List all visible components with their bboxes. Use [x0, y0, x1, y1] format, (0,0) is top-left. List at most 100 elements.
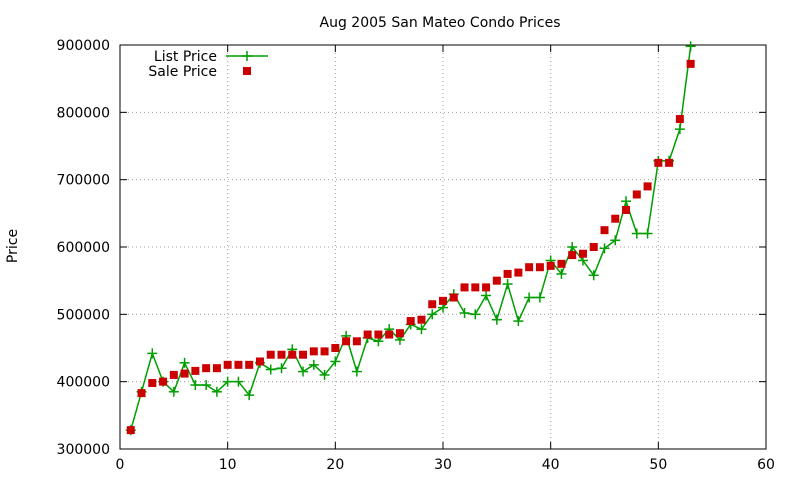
sale-price-point [449, 293, 458, 302]
y-tick-label: 900000 [57, 38, 110, 54]
sale-price-point [492, 276, 501, 285]
x-tick-label: 20 [326, 457, 344, 473]
x-tick-label: 10 [219, 457, 237, 473]
sale-price-point [126, 426, 135, 435]
sale-price-point [417, 315, 426, 324]
list-price-point [211, 386, 222, 397]
list-price-point [610, 235, 621, 246]
y-tick-label: 400000 [57, 375, 110, 391]
sale-price-point [611, 214, 620, 223]
sale-price-point [277, 350, 286, 359]
list-price-point [674, 124, 685, 135]
legend-label-sale-price: Sale Price [148, 64, 217, 80]
sale-price-point [234, 360, 243, 369]
sale-price-point [159, 377, 168, 386]
y-tick-label: 600000 [57, 240, 110, 256]
list-price-point [599, 243, 610, 254]
sale-price-point [395, 329, 404, 338]
list-price-point [642, 228, 653, 239]
sale-price-point [331, 344, 340, 352]
list-price-point [179, 357, 190, 368]
sale-price-point [514, 268, 523, 277]
list-price-point [459, 307, 470, 318]
sale-price-point [525, 263, 534, 272]
list-price-point [319, 369, 330, 380]
sale-price-point [428, 300, 437, 309]
sale-price-point [406, 317, 415, 326]
sale-price-point [320, 347, 329, 356]
list-price-point [567, 242, 578, 252]
y-axis-label: Price [5, 229, 21, 263]
list-price-point [233, 376, 244, 387]
x-tick-label: 0 [116, 457, 125, 473]
list-price-point [502, 279, 513, 290]
sale-price-point [665, 158, 674, 167]
list-price-point [534, 292, 545, 303]
sale-price-point [568, 251, 577, 260]
axes: 300000 400000 500000 600000 700000 800000 9000… [57, 38, 775, 473]
sale-price-point [202, 364, 211, 373]
chart-title: Aug 2005 San Mateo Condo Prices [320, 15, 561, 31]
sale-price-point [148, 379, 157, 388]
sale-price-point [385, 330, 394, 339]
list-price-point [427, 309, 438, 320]
sale-price-point [578, 249, 587, 258]
sale-price-point [352, 337, 361, 346]
list-price-point [481, 290, 492, 301]
list-price-point [685, 41, 696, 52]
x-tick-label: 60 [757, 457, 775, 473]
sale-price-point [654, 158, 663, 167]
list-price-point [588, 270, 599, 281]
series-list-price [125, 41, 696, 436]
sale-price-point [482, 283, 491, 292]
sale-price-point [288, 350, 297, 359]
list-price-point [168, 386, 179, 397]
sale-price-point [169, 370, 178, 379]
y-tick-label: 800000 [57, 105, 110, 121]
sale-price-point [191, 366, 200, 375]
list-price-point [265, 364, 276, 375]
y-tick-label: 500000 [57, 307, 110, 323]
series-sale-price [126, 59, 695, 435]
list-price-point [470, 309, 481, 320]
list-price-point [201, 380, 212, 391]
sale-price-point [266, 350, 275, 359]
x-tick-label: 50 [649, 457, 667, 473]
list-price-point [147, 348, 158, 359]
list-price-line [130, 46, 692, 431]
list-price-point [330, 356, 341, 367]
list-price-point [308, 359, 319, 370]
list-price-point [244, 390, 255, 401]
list-price-point [491, 314, 502, 325]
sale-price-point [589, 243, 598, 251]
sale-price-point [471, 283, 480, 292]
list-price-point [298, 366, 309, 377]
sale-price-point [223, 360, 232, 369]
sale-price-point [245, 360, 254, 369]
list-price-point [276, 363, 287, 374]
sale-price-point [374, 330, 383, 339]
sale-price-point [460, 283, 469, 292]
x-tick-label: 40 [542, 457, 560, 473]
sale-price-point [632, 190, 641, 199]
legend-label-list-price: List Price [154, 49, 217, 65]
sale-price-point [600, 226, 609, 235]
sale-price-point [557, 259, 566, 268]
sale-price-point [255, 357, 264, 366]
sale-price-point [546, 261, 555, 270]
list-price-point [190, 380, 201, 391]
data-series [125, 41, 696, 436]
sale-price-point [643, 182, 652, 191]
sale-price-point [363, 330, 372, 339]
list-price-point [621, 196, 632, 207]
y-tick-label: 300000 [57, 442, 110, 458]
legend-marker-list-price [242, 51, 252, 61]
sale-price-point [535, 263, 544, 272]
list-price-point [556, 268, 567, 279]
sale-price-point [622, 205, 631, 214]
sale-price-point [309, 347, 318, 356]
sale-price-point [299, 350, 308, 359]
sale-price-point [212, 364, 221, 373]
